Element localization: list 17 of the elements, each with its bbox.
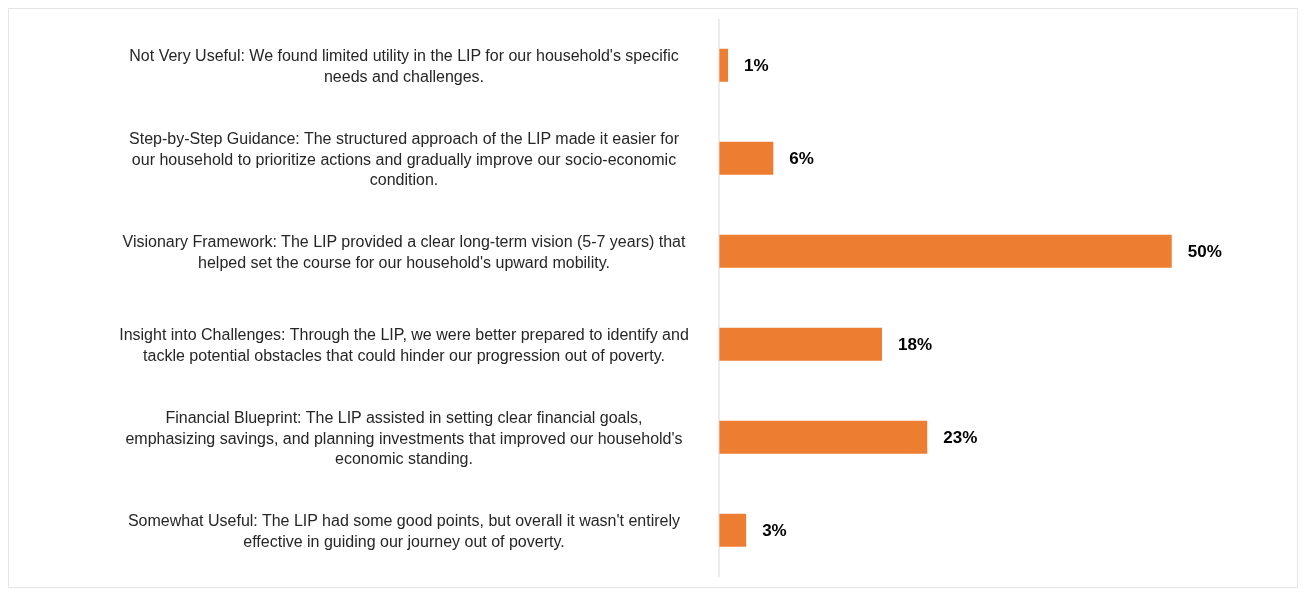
y-tick-label: Financial Blueprint: The LIP assisted in setting clear financial goals, emphasizing savings, and planning investments that improved our household's economic standing. [125,408,683,467]
data-label: 23% [943,428,978,448]
y-tick-label: Somewhat Useful: The LIP had some good points, but overall it wasn't entirely effective in guiding our journey out of poverty. [127,511,681,550]
y-tick-label: Insight into Challenges: Through the LIP, we were better prepared to identify and tackle potential obstacles that could hinder our progression out of poverty. [119,325,689,364]
data-label: 3% [762,521,787,541]
data-label: 50% [1187,242,1222,262]
bar [719,234,1172,268]
data-label: 6% [789,149,814,169]
data-label: 18% [897,335,933,355]
y-tick-label: Visionary Framework: The LIP provided a clear long-term vision (5-7 years) that helped set the course for our household's upward mobility. [122,232,687,271]
y-tick-label: Step-by-Step Guidance: The structured approach of the LIP made it easier for our household to prioritize actions and gradually improve our socio-economic condition. [129,129,680,188]
bar [719,141,774,175]
bar [719,420,928,454]
bar [719,513,747,547]
bar [719,327,882,361]
y-tick-label: Not Very Useful: We found limited utility in the LIP for our household's specific needs and challenges. [129,46,679,85]
data-label: 1% [744,56,769,76]
